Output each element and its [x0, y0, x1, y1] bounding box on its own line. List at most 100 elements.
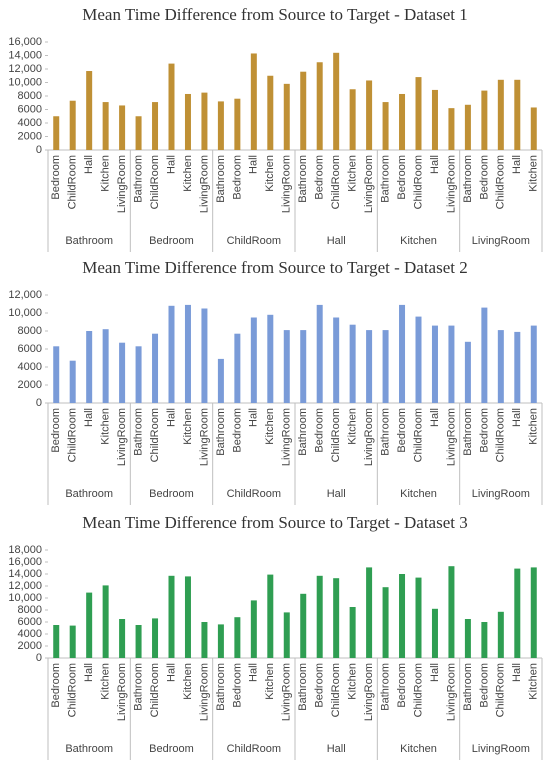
group-label: LivingRoom [472, 743, 530, 755]
x-tick-label: Bedroom [231, 663, 243, 708]
x-tick-label: Bathroom [462, 408, 474, 456]
x-tick-label: ChildRoom [330, 155, 342, 209]
x-tick-label: ChildRoom [149, 155, 161, 209]
bar [86, 331, 93, 403]
x-tick-label: LivingRoom [281, 155, 293, 213]
x-tick-label: LivingRoom [445, 155, 457, 213]
bar [530, 567, 537, 658]
x-tick-label: LivingRoom [363, 155, 375, 213]
bar [382, 587, 389, 658]
bar [514, 331, 521, 403]
x-tick-label: Bathroom [215, 663, 227, 711]
x-tick-label: Hall [248, 155, 260, 174]
group-label: ChildRoom [227, 743, 281, 755]
y-tick-label: 18,000 [8, 544, 42, 556]
y-tick-label: 2000 [18, 379, 42, 391]
bar [481, 90, 488, 150]
bar [316, 304, 323, 403]
bar [399, 304, 406, 403]
bar [152, 333, 159, 403]
bar [250, 53, 257, 150]
x-tick-label: Bedroom [396, 155, 408, 200]
x-tick-label: ChildRoom [149, 663, 161, 717]
group-label: Kitchen [400, 743, 437, 755]
bar [431, 608, 438, 658]
y-tick-label: 6000 [18, 343, 42, 355]
bar [135, 116, 142, 150]
x-tick-label: Hall [165, 408, 177, 427]
y-tick-label: 16,000 [8, 36, 42, 48]
bar [349, 324, 356, 403]
x-tick-label: Bedroom [396, 408, 408, 453]
x-tick-label: Bedroom [478, 408, 490, 453]
bar [415, 577, 422, 658]
bar [201, 308, 208, 403]
x-tick-label: Bedroom [478, 155, 490, 200]
bar [366, 567, 373, 658]
bar [267, 314, 274, 403]
x-tick-label: Kitchen [182, 408, 194, 445]
x-tick-label: Kitchen [528, 155, 540, 192]
bar [497, 611, 504, 658]
x-tick-label: Hall [83, 155, 95, 174]
x-tick-label: Kitchen [100, 155, 112, 192]
x-tick-label: Bathroom [297, 155, 309, 203]
y-tick-label: 12,000 [8, 63, 42, 75]
group-label: Bedroom [149, 235, 194, 247]
bar [415, 316, 422, 403]
bar [349, 89, 356, 150]
x-tick-label: Kitchen [264, 155, 276, 192]
chart-title: Mean Time Difference from Source to Targ… [82, 258, 467, 277]
y-tick-label: 8000 [18, 604, 42, 616]
x-tick-label: LivingRoom [116, 663, 128, 721]
bar [283, 83, 290, 150]
group-label: Hall [327, 743, 346, 755]
y-tick-label: 6000 [18, 103, 42, 115]
bar [250, 317, 257, 403]
bar [530, 325, 537, 403]
bar [300, 71, 307, 150]
bar [399, 574, 406, 658]
x-tick-label: Bathroom [215, 408, 227, 456]
bar [168, 63, 175, 150]
group-label: Hall [327, 235, 346, 247]
group-label: Kitchen [400, 488, 437, 500]
bar [514, 568, 521, 658]
y-tick-label: 0 [36, 144, 42, 156]
x-tick-label: Bedroom [231, 408, 243, 453]
bar [267, 574, 274, 658]
bar [366, 330, 373, 403]
bar [168, 575, 175, 658]
y-tick-label: 2000 [18, 130, 42, 142]
x-tick-label: Hall [511, 155, 523, 174]
x-tick-label: Bathroom [297, 408, 309, 456]
bar [250, 600, 257, 658]
y-tick-label: 10,000 [8, 307, 42, 319]
bar [53, 346, 60, 403]
x-tick-label: Kitchen [100, 663, 112, 700]
x-tick-label: ChildRoom [412, 663, 424, 717]
group-label: ChildRoom [227, 488, 281, 500]
bar [119, 342, 126, 403]
bar [53, 625, 60, 658]
x-tick-label: Bathroom [215, 155, 227, 203]
bar [152, 618, 159, 658]
bar [217, 358, 224, 403]
x-tick-label: LivingRoom [198, 155, 210, 213]
group-label: Kitchen [400, 235, 437, 247]
y-tick-label: 8000 [18, 325, 42, 337]
x-tick-label: Bathroom [462, 663, 474, 711]
bar [349, 607, 356, 658]
x-tick-label: Hall [83, 663, 95, 682]
group-label: Bedroom [149, 743, 194, 755]
bar [135, 346, 142, 403]
x-tick-label: Hall [165, 663, 177, 682]
bar [366, 80, 373, 150]
x-tick-label: Hall [429, 155, 441, 174]
bar [102, 329, 109, 403]
x-tick-label: Bathroom [379, 155, 391, 203]
bar [316, 575, 323, 658]
x-tick-label: LivingRoom [363, 663, 375, 721]
bar [119, 105, 126, 150]
x-tick-label: LivingRoom [198, 663, 210, 721]
